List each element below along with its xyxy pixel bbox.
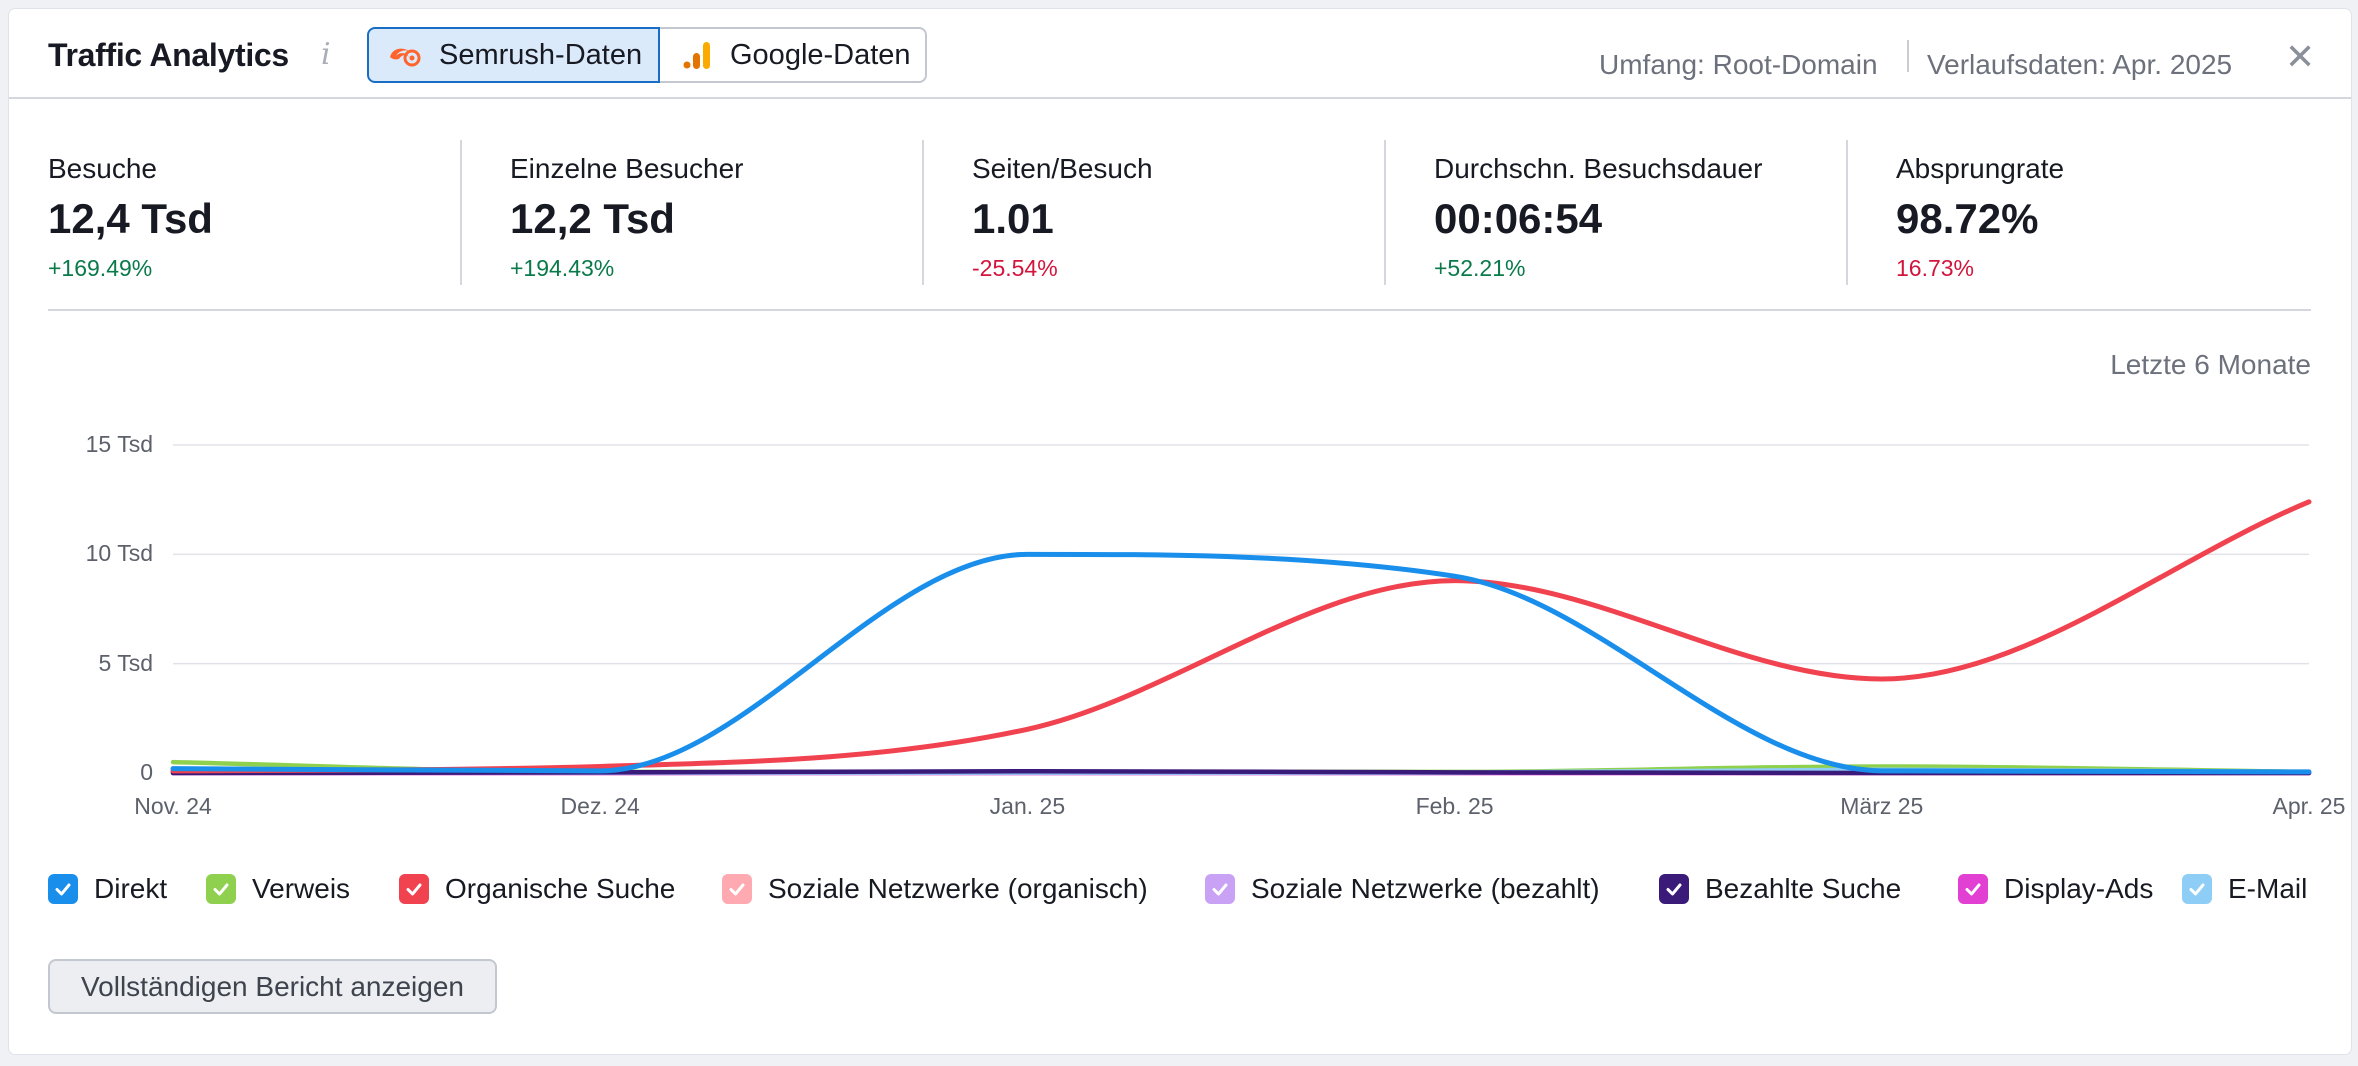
metric-value: 1.01 — [972, 195, 1054, 242]
period-label: Letzte 6 Monate — [2110, 349, 2311, 380]
legend-label: Direkt — [94, 873, 168, 904]
metric-unique-visitors: Einzelne Besucher 12,2 Tsd +194.43% — [510, 143, 950, 281]
info-icon[interactable]: i — [321, 37, 331, 72]
legend-label: Bezahlte Suche — [1705, 873, 1902, 904]
checkbox-checked-icon[interactable] — [2182, 874, 2212, 904]
close-icon[interactable]: ✕ — [2285, 36, 2316, 77]
legend-label: Organische Suche — [445, 873, 676, 904]
metric-delta: +169.49% — [48, 255, 153, 281]
metric-delta: +194.43% — [510, 255, 615, 281]
checkbox-checked-icon[interactable] — [1205, 874, 1235, 904]
y-tick-label: 10 Tsd — [85, 540, 153, 567]
metric-label: Besuche — [48, 153, 157, 184]
metric-divider — [1846, 140, 1848, 285]
series-line-organische-suche — [170, 499, 2312, 774]
legend-item[interactable]: Verweis — [206, 871, 350, 907]
google-analytics-icon — [678, 40, 714, 70]
metric-divider — [460, 140, 462, 285]
series-line-verweis — [170, 759, 2312, 775]
series-line-bezahlte-suche — [170, 769, 2312, 776]
metric-delta: -25.54% — [972, 255, 1058, 281]
legend-item[interactable]: Display-Ads — [1958, 871, 2153, 907]
history-date-label: Verlaufsdaten: Apr. 2025 — [1927, 49, 2233, 80]
checkbox-checked-icon[interactable] — [206, 874, 236, 904]
metric-label: Durchschn. Besuchsdauer — [1434, 153, 1763, 184]
full-report-button[interactable]: Vollständigen Bericht anzeigen — [48, 959, 497, 1014]
metric-label: Absprungrate — [1896, 153, 2065, 184]
legend-item[interactable]: Direkt — [48, 871, 167, 907]
scope-label: Umfang: Root-Domain — [1599, 49, 1878, 80]
checkbox-checked-icon[interactable] — [1659, 874, 1689, 904]
series-line-e-mail — [170, 767, 2312, 775]
metric-value: 12,4 Tsd — [48, 195, 213, 242]
y-tick-label: 5 Tsd — [98, 649, 153, 676]
metric-bounce-rate: Absprungrate 98.72% 16.73% — [1896, 143, 2336, 281]
legend-item[interactable]: Soziale Netzwerke (organisch) — [722, 871, 1148, 907]
y-tick-label: 15 Tsd — [85, 431, 153, 457]
series-line-direkt — [170, 551, 2312, 775]
metric-value: 98.72% — [1896, 195, 2039, 242]
traffic-analytics-widget: Traffic Analytics i Semrush-Daten Goo — [9, 9, 2351, 1054]
x-tick-label: Feb. 25 — [1415, 793, 1494, 819]
x-tick-label: Dez. 24 — [560, 793, 640, 819]
metric-divider — [1384, 140, 1386, 285]
section-divider — [48, 309, 2311, 311]
legend-label: Soziale Netzwerke (bezahlt) — [1251, 873, 1600, 904]
checkbox-checked-icon[interactable] — [399, 874, 429, 904]
legend-label: Verweis — [252, 873, 351, 904]
metric-value: 12,2 Tsd — [510, 195, 675, 242]
metric-delta: +52.21% — [1434, 255, 1526, 281]
x-tick-label: Nov. 24 — [134, 793, 212, 819]
metric-avg-visit-duration: Durchschn. Besuchsdauer 00:06:54 +52.21% — [1434, 143, 1874, 281]
checkbox-checked-icon[interactable] — [1958, 874, 1988, 904]
y-tick-label: 0 — [140, 759, 153, 785]
metric-label: Seiten/Besuch — [972, 153, 1153, 184]
tab-semrush-label: Semrush-Daten — [439, 38, 643, 71]
checkbox-checked-icon[interactable] — [722, 874, 752, 904]
checkbox-checked-icon[interactable] — [48, 874, 78, 904]
tab-semrush-data[interactable]: Semrush-Daten — [367, 27, 660, 83]
widget-title: Traffic Analytics — [48, 37, 289, 73]
legend-item[interactable]: Bezahlte Suche — [1659, 871, 1901, 907]
legend-item[interactable]: Soziale Netzwerke (bezahlt) — [1205, 871, 1600, 907]
legend-label: Display-Ads — [2004, 873, 2154, 904]
semrush-logo-icon — [387, 40, 423, 70]
legend-label: E-Mail — [2228, 873, 2308, 904]
metric-pages-per-visit: Seiten/Besuch 1.01 -25.54% — [972, 143, 1412, 281]
x-tick-label: Jan. 25 — [989, 793, 1066, 819]
metric-value: 00:06:54 — [1434, 195, 1603, 242]
metric-divider — [922, 140, 924, 285]
meta-divider — [1907, 40, 1909, 72]
widget-header: Traffic Analytics i Semrush-Daten Goo — [9, 9, 2351, 99]
metric-label: Einzelne Besucher — [510, 153, 744, 184]
legend-label: Soziale Netzwerke (organisch) — [768, 873, 1148, 904]
metric-delta: 16.73% — [1896, 255, 1975, 281]
legend-item[interactable]: E-Mail — [2182, 871, 2307, 907]
tab-google-label: Google-Daten — [730, 38, 911, 71]
tab-google-data[interactable]: Google-Daten — [658, 27, 927, 83]
x-tick-label: Apr. 25 — [2272, 793, 2346, 819]
metric-visits: Besuche 12,4 Tsd +169.49% — [48, 143, 488, 281]
legend-item[interactable]: Organische Suche — [399, 871, 675, 907]
x-tick-label: März 25 — [1840, 793, 1924, 819]
